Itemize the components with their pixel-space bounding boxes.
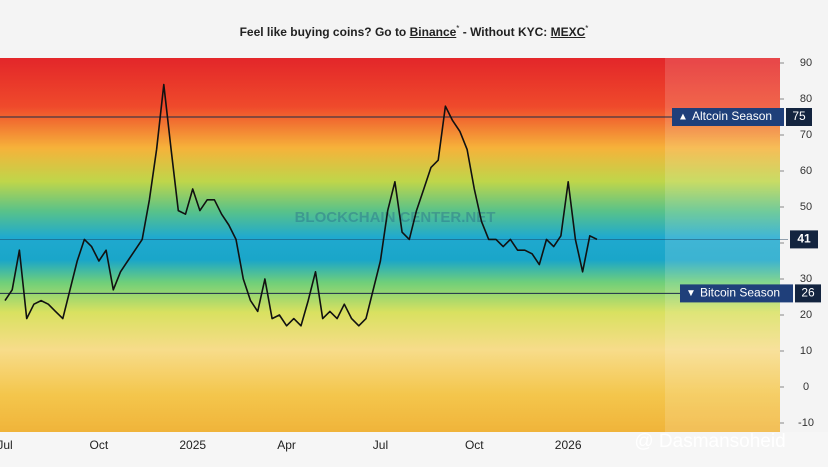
y-tick-label: 0: [803, 381, 809, 393]
reference-value: 75: [792, 109, 806, 123]
reference-label: Altcoin Season: [692, 109, 772, 123]
overlay-text: @ Dasmansoheid: [634, 431, 785, 452]
x-tick-label: 2026: [555, 438, 582, 452]
header-text: - Without KYC:: [459, 25, 551, 39]
heatmap-background: [0, 58, 780, 432]
value-box: [795, 284, 821, 303]
y-tick-label: 60: [800, 165, 812, 177]
y-tick-label: 30: [800, 273, 812, 285]
asterisk: *: [456, 24, 460, 33]
watermark: BLOCKCHAIN CENTER.NET: [295, 209, 496, 226]
y-tick-label: 20: [800, 309, 812, 321]
value-box: [786, 108, 812, 126]
y-tick-label: 90: [800, 57, 812, 69]
link[interactable]: MEXC: [550, 25, 586, 39]
y-tick-label: 70: [800, 129, 812, 141]
x-tick-label: 2025: [179, 438, 206, 452]
header-text: Feel like buying coins? Go to: [239, 25, 410, 39]
x-axis-band: [0, 432, 828, 467]
y-tick-label: 50: [800, 201, 812, 213]
reference-value: 26: [801, 286, 815, 300]
asterisk: *: [585, 24, 589, 33]
label-box: [680, 284, 793, 303]
label-arrow: ▲: [678, 112, 688, 123]
x-tick-label: Jul: [0, 438, 13, 452]
y-tick-label: 80: [800, 93, 812, 105]
label-arrow: ▼: [686, 288, 696, 299]
y-tick-label: 10: [800, 345, 812, 357]
label-box: [672, 108, 784, 126]
y-tick-label: -10: [798, 417, 814, 429]
current-box: [790, 230, 818, 249]
x-tick-label: Apr: [277, 438, 296, 452]
x-tick-label: Oct: [90, 438, 109, 452]
link[interactable]: Binance: [409, 25, 457, 39]
x-tick-label: Oct: [465, 438, 484, 452]
header: Feel like buying coins? Go to Binance* -…: [0, 24, 828, 39]
index-line: [4, 83, 598, 327]
x-tick-label: Jul: [373, 438, 388, 452]
reference-label: Bitcoin Season: [700, 286, 780, 300]
current-value: 41: [797, 232, 811, 246]
